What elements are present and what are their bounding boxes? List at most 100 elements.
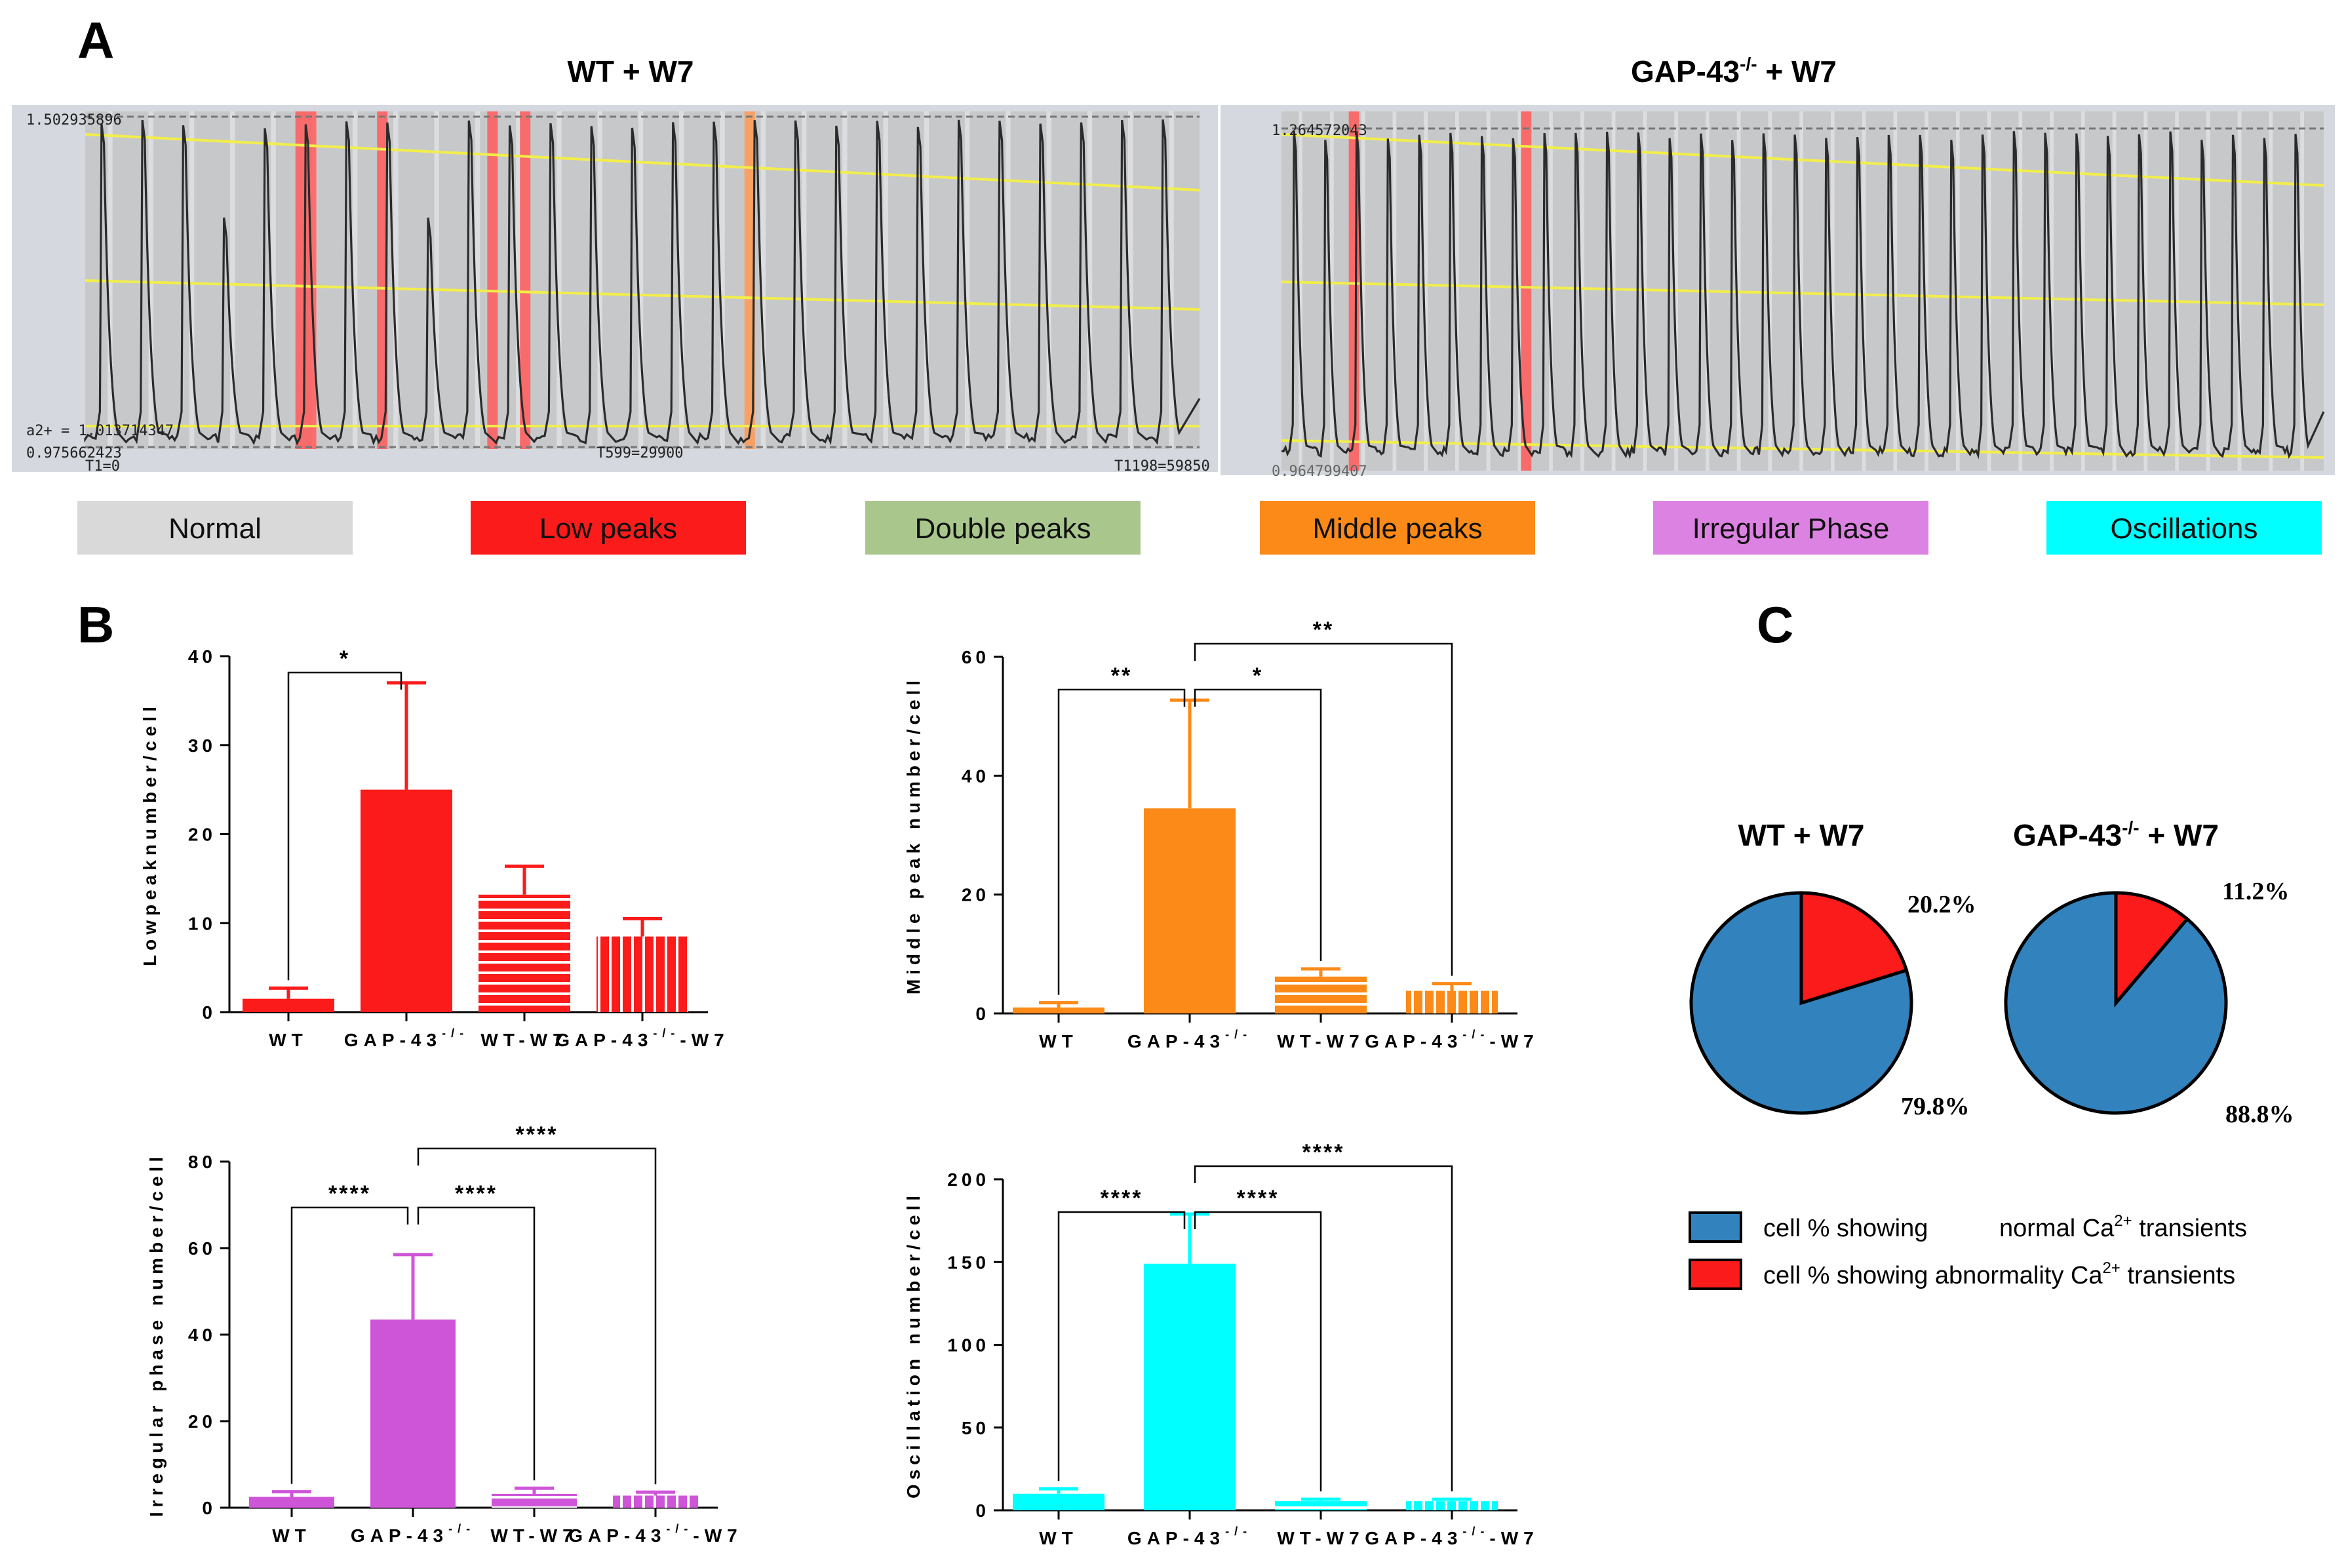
trace-stripe xyxy=(1392,111,1397,471)
trace-label-top: 1.264572043 xyxy=(1272,123,1367,139)
y-axis-label: Middle peak number/cell xyxy=(903,676,924,994)
bar xyxy=(596,936,688,1012)
trace-abnormal-marker xyxy=(487,111,498,449)
trace-stripe xyxy=(1830,111,1835,471)
bar xyxy=(361,789,452,1012)
bar xyxy=(1013,1007,1105,1013)
category-legend-label: Oscillations xyxy=(2111,513,2258,545)
bar-chart: 0 50 100 150 200 Oscillation number/cell WT GAP… xyxy=(903,1140,1534,1548)
trace-stripe xyxy=(2112,111,2117,471)
trace-label-t3: T1198=59850 xyxy=(1114,458,1210,475)
trace-stripe xyxy=(1799,111,1803,471)
category-legend-item: Normal xyxy=(77,501,353,555)
significance-label: **** xyxy=(516,1122,558,1147)
panel-label-c: C xyxy=(1757,596,1793,654)
pie-legend-label: cell % showing normal Ca2+ transients xyxy=(1763,1212,2247,1242)
trace-abnormal-marker xyxy=(1521,111,1532,471)
pie-title: GAP-43-/- + W7 xyxy=(2013,817,2219,852)
bar xyxy=(1144,808,1236,1013)
significance-bracket xyxy=(1194,642,1453,976)
pie-label-abnormal: 20.2% xyxy=(1907,891,1976,918)
significance-bracket xyxy=(290,1206,409,1484)
trace-stripe xyxy=(1862,111,1866,471)
trace-stripe xyxy=(2269,111,2273,471)
trace-stripe xyxy=(760,111,766,449)
significance-bracket xyxy=(287,671,402,981)
pie-chart: WT + W7 79.8% 20.2% xyxy=(1689,818,1976,1120)
y-tick-label: 80 xyxy=(188,1152,216,1172)
pie-legend-item: cell % showing abnormality Ca2+ transien… xyxy=(1689,1259,2235,1290)
trace-stripe xyxy=(515,111,521,449)
trace-stripe xyxy=(720,111,725,449)
y-tick-label: 0 xyxy=(202,1498,216,1518)
trace-stripe xyxy=(1455,111,1459,471)
significance-label: **** xyxy=(1237,1186,1280,1211)
trace-stripe xyxy=(1768,111,1772,471)
y-tick-label: 10 xyxy=(188,913,216,933)
trace-stripe xyxy=(842,111,848,449)
y-tick-label: 150 xyxy=(947,1252,990,1272)
y-tick-label: 0 xyxy=(975,1500,990,1521)
trace-stripe xyxy=(2018,111,2023,471)
bar xyxy=(370,1319,456,1508)
trace-label-t1: T1=0 xyxy=(85,458,120,475)
y-tick-label: 30 xyxy=(188,735,216,756)
trace-panel-gap43: GAP-43-/- + W7 1.264572043 0.964799407 xyxy=(1221,54,2335,480)
x-tick-label: GAP-43-/- xyxy=(351,1522,475,1546)
y-tick-label: 50 xyxy=(962,1418,990,1438)
trace-stripe xyxy=(883,111,888,449)
significance-label: **** xyxy=(1302,1140,1345,1165)
x-tick-label: GAP-43-/- xyxy=(1127,1028,1252,1051)
y-tick-label: 60 xyxy=(962,647,990,667)
significance-bracket xyxy=(1057,688,1186,995)
bar-chart: 0 20 40 60 Middle peak number/cell WT GAP-43-/… xyxy=(903,617,1534,1051)
trace-stripe xyxy=(2300,111,2304,471)
y-tick-label: 20 xyxy=(962,885,990,905)
category-legend-item: Oscillations xyxy=(2046,501,2322,555)
category-legend-item: Irregular Phase xyxy=(1653,501,1928,555)
y-tick-label: 20 xyxy=(188,1411,216,1432)
trace-stripe xyxy=(597,111,602,449)
significance-bracket xyxy=(1194,688,1322,961)
category-legend-swatch xyxy=(865,501,1141,555)
y-tick-label: 100 xyxy=(947,1335,990,1356)
significance-bracket xyxy=(417,1206,536,1481)
trace-stripe xyxy=(2237,111,2242,471)
trace-stripe xyxy=(148,111,153,449)
panel-label-a: A xyxy=(77,11,114,69)
x-tick-label: WT xyxy=(269,1030,308,1050)
category-legend-label: Double peaks xyxy=(914,513,1091,545)
trace-stripe xyxy=(352,111,358,449)
trace-panel-wt: WT + W7 1.502935896 a2+ = 1.013714347 0.… xyxy=(12,54,1218,475)
bar xyxy=(1275,1501,1367,1510)
y-tick-label: 40 xyxy=(188,646,216,667)
y-tick-label: 200 xyxy=(947,1169,990,1190)
trace-stripe xyxy=(1955,111,1960,471)
trace-stripe xyxy=(1580,111,1584,471)
x-tick-label: WT-W7 xyxy=(1277,1528,1364,1548)
trace-stripe xyxy=(1128,111,1133,449)
significance-label: ** xyxy=(1111,663,1132,688)
trace-label-mid: a2+ = 1.013714347 xyxy=(26,423,174,439)
category-legend-swatch xyxy=(1653,501,1928,555)
significance-bracket xyxy=(1194,1165,1453,1492)
bar xyxy=(1275,976,1367,1013)
x-tick-label: GAP-43-/--W7 xyxy=(568,1522,742,1546)
trace-stripe xyxy=(1299,111,1302,471)
pie-legend: cell % showing normal Ca2+ transients cell… xyxy=(1689,1211,2247,1290)
category-legend-swatch xyxy=(1260,501,1535,555)
y-tick-label: 20 xyxy=(188,825,216,845)
category-legend-swatch xyxy=(2046,501,2322,555)
bar-chart: 0 10 20 30 40 Lowpeaknumber/cell WT GAP-43-/- WT… xyxy=(140,646,724,1050)
trace-stripe xyxy=(964,111,970,449)
bar xyxy=(249,1497,334,1508)
trace-stripe xyxy=(2143,111,2148,471)
bar-chart: 0 20 40 60 80 Irregular phase number/cell WT GA… xyxy=(146,1122,742,1546)
trace-label-top: 1.502935896 xyxy=(26,112,122,128)
trace-stripe xyxy=(230,111,235,449)
pie-legend-item: cell % showing normal Ca2+ transients xyxy=(1689,1211,2247,1243)
y-axis-label: Irregular phase number/cell xyxy=(146,1152,166,1517)
x-tick-label: WT-W7 xyxy=(490,1525,577,1546)
pie-slice-abnormal xyxy=(2114,891,2190,1008)
